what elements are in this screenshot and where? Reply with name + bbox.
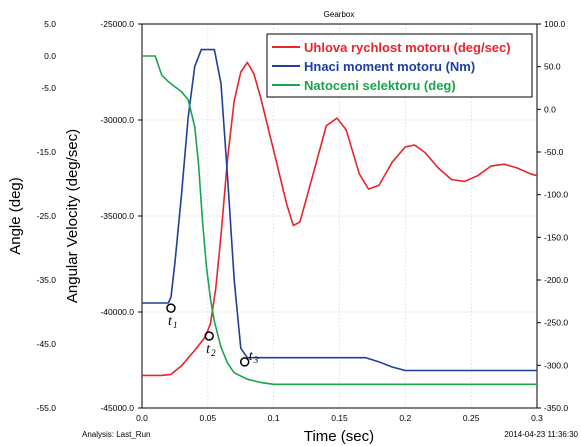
axis-ticks: 0.0 0.05 0.1 0.15 0.2 0.25 0.3 -25000.0 -30000.0… xyxy=(37,19,569,423)
x-tick-label: 0.0 xyxy=(136,413,148,423)
event-label: t xyxy=(206,342,211,357)
x-tick-label: 0.2 xyxy=(399,413,411,423)
annotation-layer: t 1t 2 t 3 xyxy=(166,303,259,367)
x-tick-label: 0.05 xyxy=(200,413,217,423)
event-label-subscript: 1 xyxy=(173,320,178,330)
analysis-label: Analysis: Last_Run xyxy=(82,430,150,439)
y-torque-tick-label: 50.0 xyxy=(544,62,561,72)
y-angle-tick-label: -25.0 xyxy=(37,211,57,221)
y-torque-tick-label: -100.0 xyxy=(544,190,568,200)
series-line-angle xyxy=(142,55,537,386)
event-marker xyxy=(204,331,214,341)
y-angle-tick-label: -35.0 xyxy=(37,275,57,285)
y-torque-tick-label: -150.0 xyxy=(544,232,568,242)
chart-title: Gearbox xyxy=(324,10,355,19)
x-axis-label: Time (sec) xyxy=(304,428,374,445)
y-torque-tick-label: -300.0 xyxy=(544,360,568,370)
event-label-subscript: 2 xyxy=(211,348,216,358)
y-velocity-tick-label: -25000.0 xyxy=(100,19,134,29)
y-angle-tick-label: 5.0 xyxy=(44,19,56,29)
legend-box xyxy=(266,33,533,98)
x-tick-label: 0.1 xyxy=(268,413,280,423)
legend: Uhlova rychlost motoru (deg/sec) Hnaci mo… xyxy=(266,33,533,98)
y-torque-tick-label: -250.0 xyxy=(544,318,568,328)
y-axis-angle-label: Angle (deg) xyxy=(7,177,24,255)
event-marker xyxy=(239,357,250,367)
x-tick-label: 0.25 xyxy=(463,413,480,423)
event-label: t xyxy=(168,314,173,329)
series-layer xyxy=(142,48,538,386)
y-angle-tick-label: -45.0 xyxy=(37,339,57,349)
y-velocity-tick-label: -45000.0 xyxy=(100,403,134,413)
y-velocity-tick-label: -30000.0 xyxy=(100,115,134,125)
event-label-subscript: 3 xyxy=(253,355,259,365)
x-tick-label: 0.3 xyxy=(531,413,543,423)
y-torque-tick-label: -200.0 xyxy=(544,275,568,285)
y-angle-tick-label: -55.0 xyxy=(37,403,57,413)
y-angle-tick-label: 0.0 xyxy=(44,51,56,61)
y-torque-tick-label: -350.0 xyxy=(544,403,568,413)
y-angle-tick-label: -5.0 xyxy=(41,83,56,93)
y-torque-tick-label: 100.0 xyxy=(544,19,566,29)
event-marker xyxy=(166,303,176,313)
series-line-torque xyxy=(142,48,537,372)
event-label: t xyxy=(249,349,254,364)
y-torque-tick-label: -50.0 xyxy=(544,147,564,157)
timestamp-label: 2014-04-23 11:36:30 xyxy=(504,430,578,439)
x-tick-label: 0.15 xyxy=(331,413,348,423)
y-axis-velocity-label: Angular Velocity (deg/sec) xyxy=(64,129,81,303)
legend-entry-velocity: Uhlova rychlost motoru (deg/sec) xyxy=(304,40,511,55)
y-torque-tick-label: 0.0 xyxy=(544,104,556,114)
legend-entry-angle: Natoceni selektoru (deg) xyxy=(304,78,456,93)
y-velocity-tick-label: -40000.0 xyxy=(100,307,134,317)
legend-entry-torque: Hnaci moment motoru (Nm) xyxy=(304,59,475,74)
y-velocity-tick-label: -35000.0 xyxy=(100,211,134,221)
y-angle-tick-label: -15.0 xyxy=(37,147,57,157)
